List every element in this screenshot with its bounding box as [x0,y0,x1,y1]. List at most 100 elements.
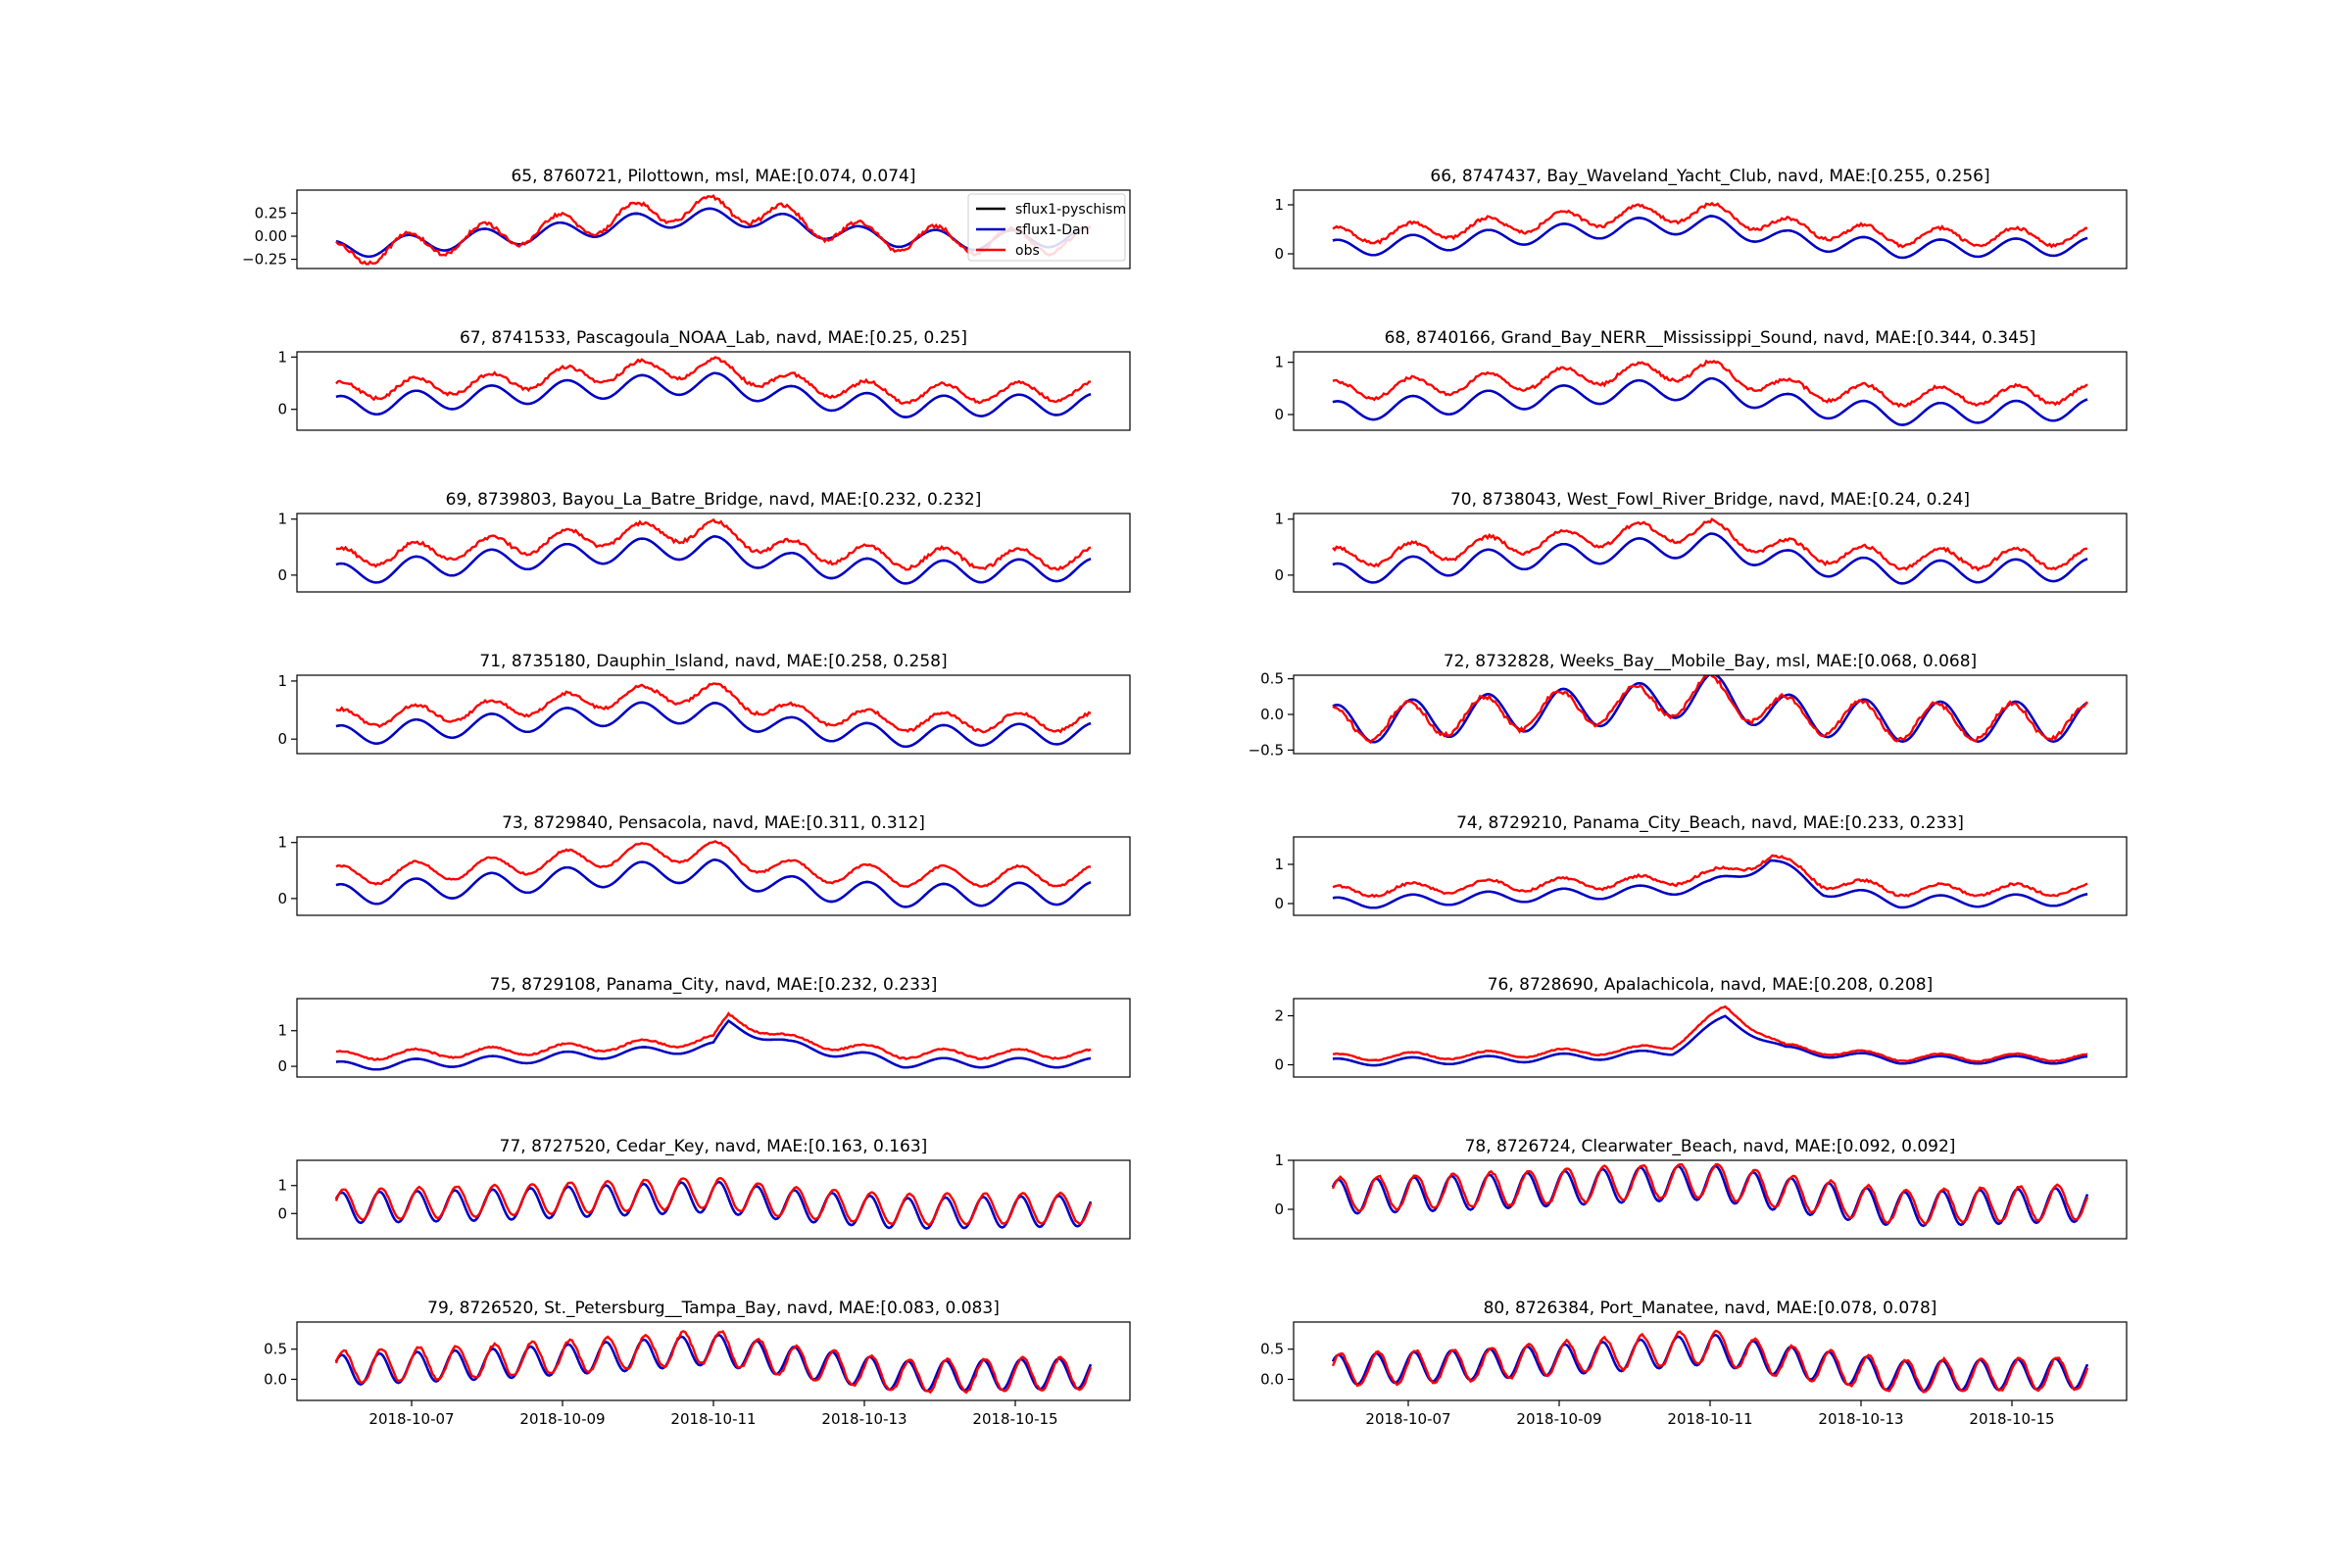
panel-9: 73, 8729840, Pensacola, navd, MAE:[0.311… [277,813,1131,916]
panel-frame [1293,513,2128,593]
panel-title: 79, 8726520, St._Petersburg__Tampa_Bay, … [427,1298,1000,1318]
panel-11: 75, 8729108, Panama_City, navd, MAE:[0.2… [277,975,1131,1078]
x-tick-label: 2018-10-09 [519,1410,605,1428]
series-obs [1331,1329,2089,1394]
panel-lines [334,1330,1093,1395]
y-tick-label: 1 [277,834,287,852]
panel-lines [1331,1162,2089,1228]
panel-6: 70, 8738043, West_Fowl_River_Bridge, nav… [1274,490,2128,593]
panel-13: 77, 8727520, Cedar_Key, navd, MAE:[0.163… [277,1137,1131,1240]
legend-label: sflux1-pyschism [1015,202,1126,218]
series-sflux1-Dan [1332,532,2088,585]
panel-1: 65, 8760721, Pilottown, msl, MAE:[0.074,… [242,167,1131,270]
panel-5: 69, 8739803, Bayou_La_Batre_Bridge, navd… [277,490,1131,593]
y-tick-label: 0 [1274,895,1284,912]
panel-title: 69, 8739803, Bayou_La_Batre_Bridge, navd… [446,490,982,510]
panel-8: 72, 8732828, Weeks_Bay__Mobile_Bay, msl,… [1249,652,2128,759]
series-obs [1332,359,2088,409]
series-sflux1-Dan [1332,675,2088,744]
panel-lines [335,517,1092,585]
y-tick-label: 1 [1274,511,1284,528]
panel-frame [296,513,1131,593]
y-tick-label: −0.5 [1249,741,1284,759]
y-tick-label: 1 [277,672,287,690]
panel-lines [1332,201,2088,260]
panel-frame [296,189,1131,270]
y-tick-label: 0.00 [255,227,287,245]
panel-frame [1293,998,2128,1078]
panel-frame [296,351,1131,431]
panel-frame [296,998,1131,1078]
x-tick-label: 2018-10-13 [1818,1410,1903,1428]
panel-12: 76, 8728690, Apalachicola, navd, MAE:[0.… [1274,975,2128,1078]
y-tick-label: 1 [1274,354,1284,371]
series-obs [1332,675,2088,745]
y-tick-label: 1 [1274,856,1284,873]
y-tick-label: −0.25 [242,251,287,269]
legend-box [967,193,1126,262]
x-tick-label: 2018-10-13 [821,1410,906,1428]
panel-lines [335,194,1092,266]
x-tick-label: 2018-10-09 [1516,1410,1601,1428]
x-tick-label: 2018-10-07 [1365,1410,1450,1428]
panel-lines [1332,359,2088,426]
y-tick-label: 1 [1274,1152,1284,1169]
series-sflux1-Dan [1332,215,2088,260]
panel-2: 66, 8747437, Bay_Waveland_Yacht_Club, na… [1274,167,2128,270]
series-sflux1-Dan [335,371,1092,418]
y-tick-label: 0 [1274,245,1284,263]
panel-10: 74, 8729210, Panama_City_Beach, navd, MA… [1274,813,2128,916]
panel-frame [296,674,1131,755]
y-tick-label: 1 [277,1177,287,1195]
series-sflux1-Dan [335,1019,1092,1071]
y-tick-label: 0 [277,730,287,748]
y-tick-label: 0.0 [264,1370,287,1388]
panel-15: 79, 8726520, St._Petersburg__Tampa_Bay, … [264,1298,1131,1428]
panel-14: 78, 8726724, Clearwater_Beach, navd, MAE… [1274,1137,2128,1240]
series-obs [334,1176,1093,1227]
series-obs [335,682,1092,734]
y-tick-label: 0 [277,1204,287,1222]
panel-title: 72, 8732828, Weeks_Bay__Mobile_Bay, msl,… [1444,652,1977,671]
series-sflux1-Dan [335,701,1092,749]
y-tick-label: 0.5 [264,1341,287,1358]
series-obs [335,517,1092,571]
series-obs [334,1330,1093,1395]
y-tick-label: 0 [277,401,287,418]
legend-label: sflux1-Dan [1015,222,1089,238]
panel-title: 65, 8760721, Pilottown, msl, MAE:[0.074,… [511,167,915,186]
panel-lines [1332,675,2088,745]
panel-title: 78, 8726724, Clearwater_Beach, navd, MAE… [1465,1137,1956,1156]
panel-frame [296,1159,1131,1240]
series-obs [335,1011,1092,1061]
y-tick-label: 1 [277,511,287,528]
series-obs [335,840,1092,889]
y-tick-label: 0 [277,566,287,584]
series-obs [1332,854,2088,899]
y-tick-label: 1 [277,348,287,366]
panel-title: 68, 8740166, Grand_Bay_NERR__Mississippi… [1385,328,2036,348]
panel-lines [334,1176,1093,1230]
series-obs [1332,201,2088,249]
series-sflux1-Dan [1332,858,2088,909]
series-sflux1-Dan [335,535,1092,585]
y-tick-label: 2 [1274,1007,1284,1025]
series-sflux1-Dan [1332,1014,2088,1067]
x-tick-label: 2018-10-11 [1667,1410,1752,1428]
panel-title: 77, 8727520, Cedar_Key, navd, MAE:[0.163… [500,1137,928,1156]
panel-title: 67, 8741533, Pascagoula_NOAA_Lab, navd, … [460,328,967,348]
series-obs [1332,1004,2088,1063]
y-tick-label: 0.5 [1260,670,1284,688]
panel-lines [335,682,1092,749]
series-obs [1331,1162,2089,1226]
legend-label: obs [1015,243,1040,259]
panel-lines [1332,854,2088,909]
panel-frame [296,836,1131,916]
panel-3: 67, 8741533, Pascagoula_NOAA_Lab, navd, … [277,328,1131,431]
y-tick-label: 0.0 [1260,1370,1284,1388]
x-tick-label: 2018-10-11 [670,1410,756,1428]
panel-title: 73, 8729840, Pensacola, navd, MAE:[0.311… [502,813,925,833]
panel-lines [1332,517,2088,585]
panel-title: 71, 8735180, Dauphin_Island, navd, MAE:[… [479,652,947,671]
panel-frame [1293,351,2128,431]
